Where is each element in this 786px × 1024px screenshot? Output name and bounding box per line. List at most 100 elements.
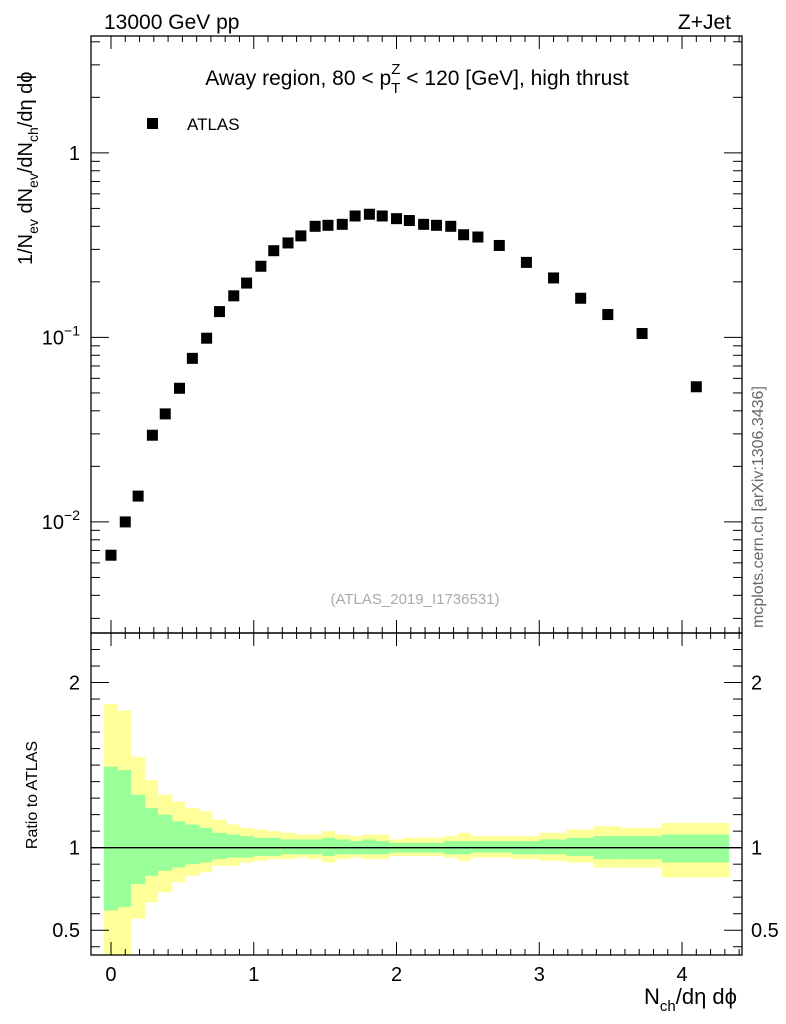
data-point [391,213,403,225]
data-point [201,332,213,344]
data-point [376,210,388,222]
xtick-label-1: 1 [248,964,259,986]
data-point [458,229,470,241]
ratio-ytick-label-left-2: 2 [69,673,80,695]
data-point [403,215,415,227]
green-band-31 [566,837,594,856]
data-point [228,290,240,302]
green-band-19 [362,839,377,855]
plot-title-prefix: Away region, 80 < p [205,67,391,90]
ratio-plot-panel: 0 1 2 3 4 0.5 0.5 1 1 2 2 [52,632,779,986]
data-point [186,352,198,364]
data-point [132,490,144,502]
main-plot-panel: 110−110−2 [42,35,743,634]
legend-label: ATLAS [187,115,240,134]
green-band-17 [335,839,350,855]
ylabel-d: /dη dϕ [15,72,37,128]
green-band-13 [280,839,296,855]
green-band-10 [239,836,254,858]
plot-title-sub: T [391,80,400,97]
green-band-12 [268,837,281,856]
data-point [636,327,648,339]
ratio-ytick-label-right-1: 1 [751,838,762,860]
green-band-6 [185,824,200,865]
data-point [159,408,171,420]
green-band-0 [103,766,119,911]
data-point [336,218,348,230]
watermark: (ATLAS_2019_I1736531) [330,591,499,608]
ylabel-c: /dN [15,142,37,173]
data-point [520,256,532,268]
plot-title-sup: Z [391,61,400,78]
data-point [105,549,117,561]
data-point [213,306,225,318]
green-band-2 [130,794,146,884]
ratio-ytick-label-left-1: 1 [69,838,80,860]
plot-title-suffix: < 120 [GeV], high thrust [400,67,628,90]
xtick-label-3: 3 [534,964,545,986]
ratio-ytick-label-left-0.5: 0.5 [52,920,80,942]
ytick-label-1: 10−1 [42,322,80,349]
ratio-ylabel: Ratio to ATLAS [24,741,41,849]
energy-label: 13000 GeV pp [104,11,239,34]
green-band-11 [253,837,269,856]
data-point [472,231,484,243]
ylabel-c-sub: ch [25,127,41,142]
green-band-16 [322,837,336,856]
xtick-label-0: 0 [105,964,116,986]
ratio-ytick-label-right-2: 2 [751,673,762,695]
ratio-frame [90,632,743,956]
data-point [295,230,307,242]
process-label: Z+Jet [678,11,731,34]
data-point [690,381,702,393]
data-point [309,220,321,232]
ratio-ytick-label-right-0.5: 0.5 [751,920,779,942]
data-point [255,260,267,272]
ylabel-a-sub: ev [25,219,41,234]
green-band-1 [118,770,131,908]
green-band-9 [226,834,240,858]
data-point [268,245,280,257]
data-point [363,208,375,220]
xlabel-a-sub: ch [660,998,676,1015]
green-band-30 [539,839,567,855]
green-band-4 [158,814,173,871]
ytick-exp: −1 [64,322,80,338]
ytick-exp: −2 [64,507,80,523]
green-band-3 [145,808,159,876]
data-point [575,292,587,304]
xtick-label-4: 4 [676,964,687,986]
data-point [548,272,560,284]
data-point [146,429,158,441]
legend-marker [147,118,158,129]
xtick-label-2: 2 [391,964,402,986]
green-band-15 [308,839,323,855]
green-band-7 [199,827,213,863]
main-ylabel: 1/Nev dNev/dNch/dη dϕ [15,72,41,265]
green-band-5 [172,821,186,868]
data-point [322,219,334,231]
xlabel-b: /dη dϕ [676,984,737,1009]
ytick-base: 1 [69,143,80,165]
ytick-base: 10 [42,512,64,534]
ytick-label-0: 1 [69,143,80,165]
green-band-34 [662,834,730,863]
side-label: mcplots.cern.ch [arXiv:1306.3436] [750,386,767,628]
data-point [430,219,442,231]
data-point [241,277,253,289]
ytick-label-2: 10−2 [42,507,80,534]
plot-title: Away region, 80 < pTZ < 120 [GeV], high … [205,61,629,97]
data-point [349,210,361,222]
data-point [445,220,457,232]
ytick-base: 10 [42,327,64,349]
data-point [602,309,614,321]
green-band-14 [295,839,308,855]
data-point [282,237,294,249]
xlabel: Nch/dη dϕ [644,984,737,1015]
data-point [493,239,505,251]
xlabel-a: N [644,984,660,1009]
ylabel-a: 1/N [15,234,37,265]
green-band-27 [470,841,486,853]
green-band-28 [485,841,513,853]
